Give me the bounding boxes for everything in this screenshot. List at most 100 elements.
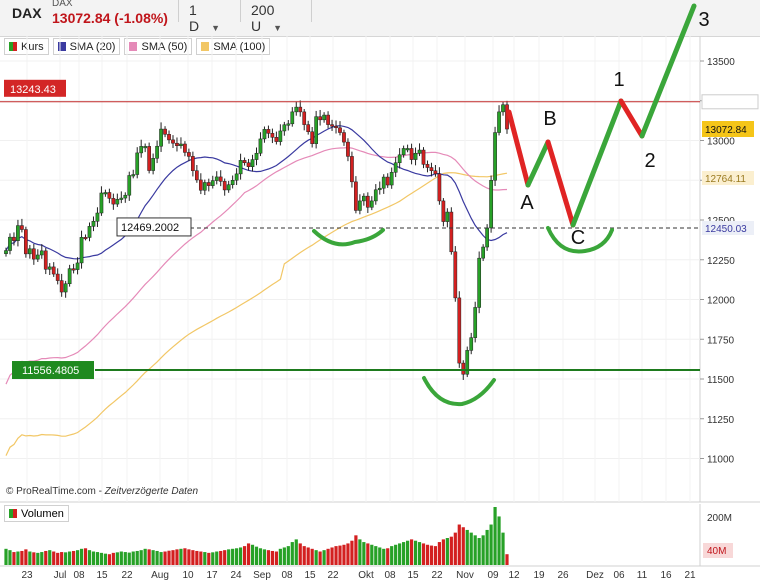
candle-body <box>91 221 96 227</box>
volume-bar <box>155 550 159 565</box>
last-price-axis-tag: 13072.84 <box>705 125 747 136</box>
basin-arc-3 <box>422 376 496 407</box>
candle-body <box>167 134 171 141</box>
volume-bar <box>83 548 88 565</box>
volume-bar <box>477 538 481 565</box>
basin-arc-1 <box>312 228 385 247</box>
volume-bar <box>191 550 195 565</box>
volume-bar <box>433 546 438 565</box>
candle-body <box>278 130 283 142</box>
volume-bar <box>87 550 92 565</box>
volume-bar <box>151 550 155 565</box>
candle-body <box>8 236 12 251</box>
volume-bar <box>119 551 123 565</box>
volume-bar <box>175 549 179 565</box>
candle-body <box>425 164 430 168</box>
candle-body <box>461 362 466 375</box>
legend-sma50[interactable]: SMA (50) <box>124 38 193 55</box>
sma20-swatch-icon <box>57 42 66 51</box>
volume-bar <box>107 554 111 565</box>
candle-body <box>346 141 350 157</box>
candle-body <box>282 124 287 132</box>
x-tick-label: 11 <box>637 570 648 581</box>
candle-body <box>51 266 56 275</box>
candle-body <box>63 283 68 293</box>
legend-sma100[interactable]: SMA (100) <box>196 38 271 55</box>
candle-body <box>28 248 32 255</box>
candle-body <box>473 307 478 338</box>
symbol-label: DAX <box>12 5 42 21</box>
volume-bar <box>199 551 203 565</box>
candle-body <box>206 182 211 186</box>
y-tick-label: 12250 <box>707 256 735 267</box>
candle-body <box>135 152 140 175</box>
sma100-line <box>5 172 508 456</box>
volume-tag-bg <box>703 543 733 558</box>
wave-b-up <box>525 139 551 188</box>
kurs-swatch-icon <box>9 42 17 51</box>
x-tick-label: Dez <box>586 570 604 581</box>
candle-body <box>143 146 148 149</box>
basin-arc-2 <box>546 226 614 254</box>
candle-body <box>290 111 295 125</box>
candle-body <box>501 104 505 113</box>
volume-bar <box>386 548 390 565</box>
volume-bar <box>111 552 115 565</box>
x-tick-label: 16 <box>660 570 672 581</box>
candle-body <box>489 180 493 229</box>
x-tick-label: 23 <box>21 570 33 581</box>
candle-body <box>413 152 418 160</box>
volume-bar <box>457 524 461 565</box>
candle-body <box>258 138 263 154</box>
bars-select[interactable]: 200 U ▼ <box>240 0 312 34</box>
candle-body <box>171 139 175 144</box>
candle-body <box>334 125 338 129</box>
legend-sma50-label: SMA (50) <box>141 40 188 53</box>
volume-bar <box>409 539 414 565</box>
volume-bar <box>127 552 131 565</box>
interval-value: 1 D <box>189 2 200 34</box>
candle-body <box>119 197 124 200</box>
candle-body <box>354 181 358 211</box>
legend-kurs[interactable]: Kurs <box>4 38 49 55</box>
legend-sma20[interactable]: SMA (20) <box>52 38 121 55</box>
volume-bar <box>437 542 442 565</box>
last-price-axis-bg <box>702 121 754 137</box>
volume-bar <box>505 554 509 565</box>
volume-bar <box>481 535 485 565</box>
volume-bar <box>60 552 64 565</box>
candle-body <box>342 132 346 143</box>
candle-body <box>330 124 334 127</box>
volume-tag-label: 40M <box>707 546 726 557</box>
x-tick-label: 06 <box>613 570 625 581</box>
candle-body <box>111 198 116 205</box>
wave-label: A <box>520 192 534 214</box>
volume-bar <box>131 551 135 565</box>
volume-bar <box>258 548 263 565</box>
wave-label: C <box>571 227 585 249</box>
candle-body <box>127 175 132 196</box>
legend-volume[interactable]: Volumen <box>4 505 69 522</box>
candle-body <box>43 250 48 270</box>
x-tick-label: 08 <box>384 570 396 581</box>
volume-bar <box>115 552 119 565</box>
candle-body <box>20 225 24 230</box>
candle-body <box>238 160 243 175</box>
candle-body <box>242 160 247 164</box>
candle-body <box>198 179 203 191</box>
volume-bar <box>270 550 275 565</box>
chevron-down-icon: ▼ <box>273 23 283 33</box>
interval-select[interactable]: 1 D ▼ <box>178 0 240 34</box>
volume-swatch-icon <box>9 509 17 518</box>
candle-body <box>83 237 88 240</box>
wave-1-up <box>570 98 624 228</box>
x-tick-label: 24 <box>230 570 242 581</box>
candle-body <box>286 123 291 126</box>
candle-body <box>71 268 76 271</box>
wave-label: B <box>543 108 556 130</box>
candle-body <box>314 116 318 144</box>
volume-bar <box>79 548 84 565</box>
volume-bar <box>501 532 505 565</box>
candle-body <box>481 246 485 259</box>
